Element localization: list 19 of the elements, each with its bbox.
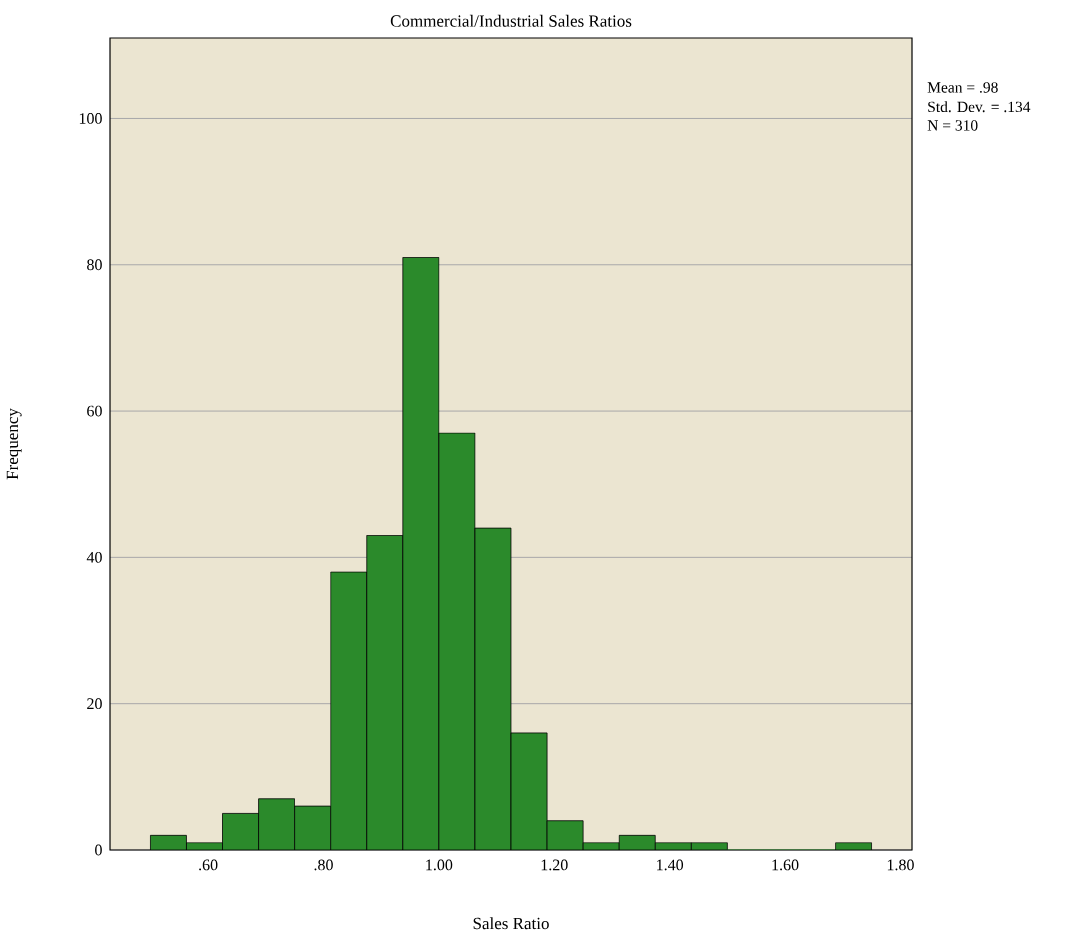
x-tick-label: 1.40 <box>657 859 684 871</box>
x-tick-label: 1.00 <box>426 859 453 871</box>
x-tick-label: 1.20 <box>541 859 568 871</box>
x-tick-label: 1.80 <box>887 859 914 871</box>
y-tick-label: 60 <box>87 405 102 417</box>
x-tick-label: .80 <box>314 859 333 871</box>
x-tick-label: 1.60 <box>772 859 799 871</box>
y-tick-label: 40 <box>86 551 102 563</box>
y-tick-label: 80 <box>87 259 102 271</box>
text: N = 310 <box>927 120 978 131</box>
y-tick-label: 20 <box>87 698 102 710</box>
y-tick-label: 100 <box>79 113 102 124</box>
x-tick-label: .60 <box>199 859 218 871</box>
chart-title: Commercial/Industrial Sales Ratios <box>390 14 632 27</box>
x-axis-title: Sales Ratio <box>473 917 549 930</box>
y-axis-title: Frequency <box>6 408 22 480</box>
text: Std. Dev. = .134 <box>928 101 1031 113</box>
y-tick-label: 0 <box>95 844 102 856</box>
text: Mean = .98 <box>927 82 998 93</box>
